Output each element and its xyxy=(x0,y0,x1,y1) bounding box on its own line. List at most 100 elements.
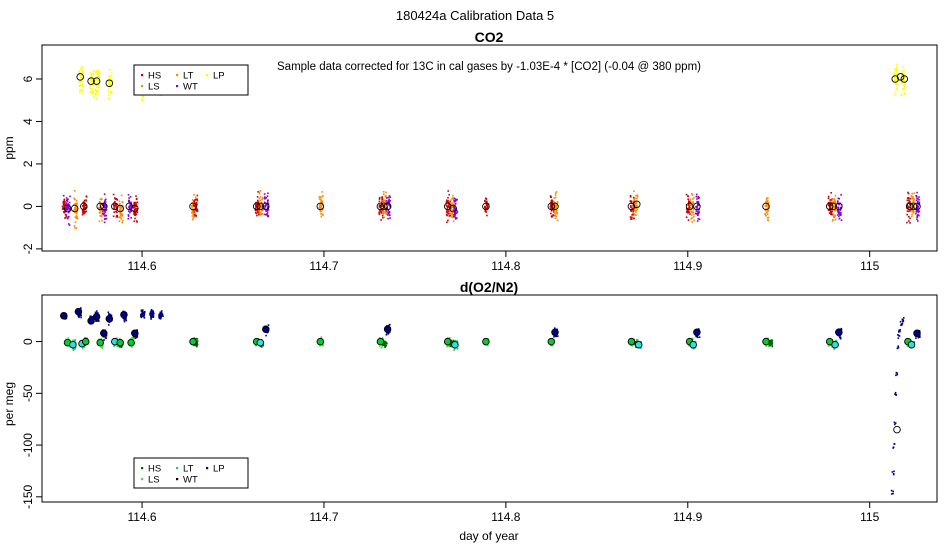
co2-point xyxy=(693,219,695,222)
co2-point xyxy=(109,82,112,84)
co2-point xyxy=(389,217,391,219)
o2n2-mean-marker xyxy=(60,311,68,320)
co2-point xyxy=(697,197,700,199)
co2-point xyxy=(96,74,99,77)
o2n2-point xyxy=(78,316,80,319)
o2n2-tail-point xyxy=(892,490,894,493)
co2-point xyxy=(687,195,689,197)
co2-point xyxy=(121,207,123,209)
co2-point xyxy=(195,207,198,209)
co2-point xyxy=(75,199,78,202)
o2n2-point xyxy=(555,335,557,338)
o2n2-point xyxy=(104,336,107,339)
co2-point xyxy=(911,197,914,200)
o2n2-point xyxy=(124,317,126,320)
co2-point xyxy=(913,192,916,194)
co2-point xyxy=(127,217,130,220)
co2-point xyxy=(388,198,391,201)
co2-point xyxy=(93,96,95,98)
co2-point xyxy=(765,198,768,201)
o2n2-point xyxy=(769,342,771,345)
co2-point xyxy=(446,199,448,202)
co2-point xyxy=(900,78,903,80)
co2-point xyxy=(903,78,906,81)
co2-point xyxy=(105,198,107,201)
co2-point xyxy=(556,212,558,214)
co2-point xyxy=(550,206,553,209)
co2-point xyxy=(765,201,767,203)
co2-point xyxy=(259,203,262,205)
o2n2-tail-point xyxy=(893,443,896,445)
co2-point xyxy=(448,202,451,204)
co2-point xyxy=(135,220,138,222)
co2-point xyxy=(83,207,85,210)
o2n2-point xyxy=(381,345,383,348)
co2-point xyxy=(92,69,95,72)
co2-point xyxy=(81,213,84,216)
co2-point xyxy=(194,214,196,217)
o2n2-point xyxy=(116,345,119,347)
co2-point xyxy=(551,209,553,212)
co2-point xyxy=(131,205,133,207)
co2-point xyxy=(902,75,905,78)
co2-point xyxy=(319,209,322,212)
co2-point xyxy=(766,200,769,202)
co2-point xyxy=(556,201,559,203)
co2-point xyxy=(686,207,689,210)
o2n2-point xyxy=(77,315,79,317)
co2-point xyxy=(80,84,83,86)
o2n2-point xyxy=(72,347,74,350)
o2n2-mean-marker xyxy=(376,337,385,346)
co2-point xyxy=(76,206,78,209)
co2-point xyxy=(387,212,390,215)
co2-point xyxy=(97,79,100,82)
co2-point xyxy=(485,201,487,204)
o2n2-point xyxy=(152,316,155,318)
co2-mean-marker xyxy=(96,202,104,211)
co2-mean-marker xyxy=(551,202,559,211)
co2-point xyxy=(831,213,834,216)
co2-plot-frame xyxy=(41,44,938,252)
co2-point xyxy=(267,207,269,210)
o2n2-point xyxy=(123,320,126,323)
co2-point xyxy=(902,87,904,90)
co2-point xyxy=(694,212,697,215)
co2-point xyxy=(896,84,898,86)
o2n2-point xyxy=(195,337,197,340)
co2-point xyxy=(94,89,97,92)
co2-point xyxy=(453,213,455,216)
co2-point xyxy=(85,210,87,213)
co2-point xyxy=(913,201,915,203)
o2n2-point xyxy=(143,311,146,313)
co2-mean-marker xyxy=(87,77,95,85)
co2-point xyxy=(103,193,106,195)
co2-point xyxy=(320,197,322,199)
co2-point xyxy=(455,218,457,220)
co2-point xyxy=(383,212,386,214)
o2n2-point xyxy=(150,312,153,314)
co2-point xyxy=(191,205,193,207)
o2n2-point xyxy=(107,311,110,314)
o2n2-point xyxy=(97,312,99,314)
co2-point xyxy=(388,211,391,214)
co2-point xyxy=(101,214,103,216)
co2-point xyxy=(380,210,382,213)
o2n2-mean-marker xyxy=(116,338,124,347)
co2-point xyxy=(82,201,84,204)
co2-point xyxy=(142,97,144,99)
co2-point xyxy=(636,204,638,207)
co2-point xyxy=(767,197,769,200)
co2-point xyxy=(906,199,909,202)
co2-point xyxy=(74,221,77,223)
co2-point xyxy=(833,199,836,201)
co2-point xyxy=(828,203,830,206)
co2-point xyxy=(447,197,449,199)
co2-point xyxy=(551,201,553,204)
o2n2-point xyxy=(89,315,92,317)
o2n2-point xyxy=(913,340,915,343)
page-title: 180424a Calibration Data 5 xyxy=(395,8,555,23)
co2-point xyxy=(73,203,75,206)
co2-x-tick-label: 114.8 xyxy=(491,259,520,273)
co2-point xyxy=(554,217,557,219)
o2n2-point xyxy=(320,336,323,338)
